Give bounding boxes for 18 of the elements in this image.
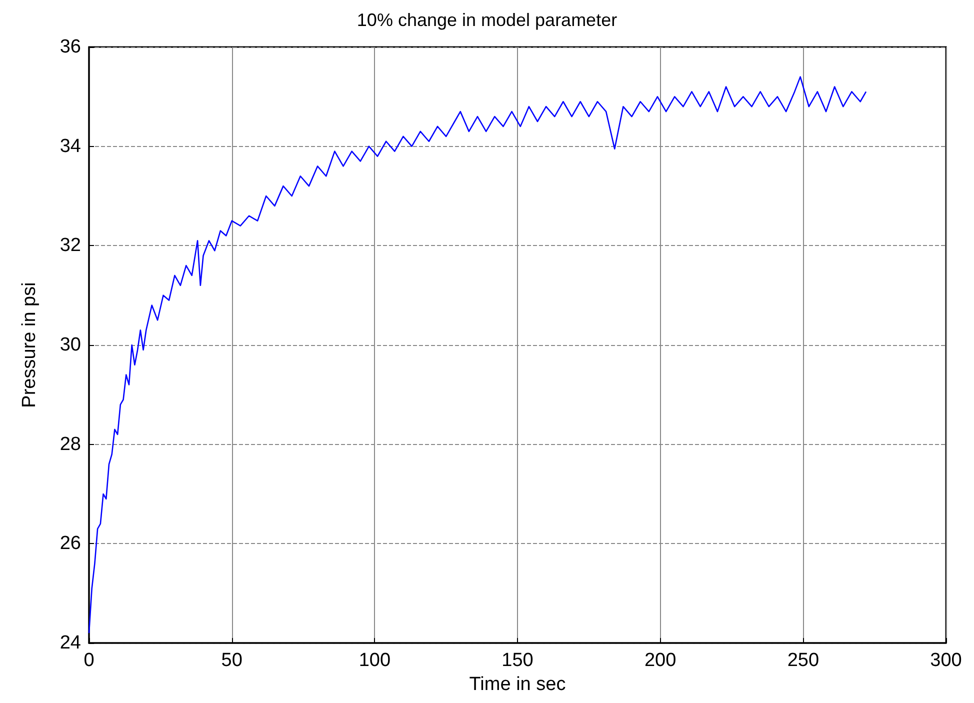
line-series <box>88 76 867 634</box>
y-tick-label: 34 <box>60 136 82 157</box>
y-tick-label: 28 <box>60 434 81 455</box>
y-tick-label: 26 <box>60 533 81 554</box>
chart-title: 10% change in model parameter <box>356 10 618 30</box>
x-tick-label: 300 <box>930 650 962 671</box>
x-tick-label: 0 <box>84 650 94 671</box>
y-axis-title: Pressure in psi <box>19 282 40 408</box>
x-tick-label: 250 <box>787 650 820 671</box>
y-tick-label: 36 <box>60 36 81 58</box>
x-tick-label: 150 <box>502 650 534 671</box>
x-tick-label: 200 <box>644 650 676 671</box>
y-tick-label: 24 <box>60 632 82 654</box>
y-tick-label: 32 <box>60 235 81 256</box>
y-tick-label: 30 <box>60 334 81 356</box>
x-axis-title: Time in sec <box>469 674 566 695</box>
x-tick-label: 50 <box>221 650 242 671</box>
x-tick-label: 100 <box>358 650 391 671</box>
